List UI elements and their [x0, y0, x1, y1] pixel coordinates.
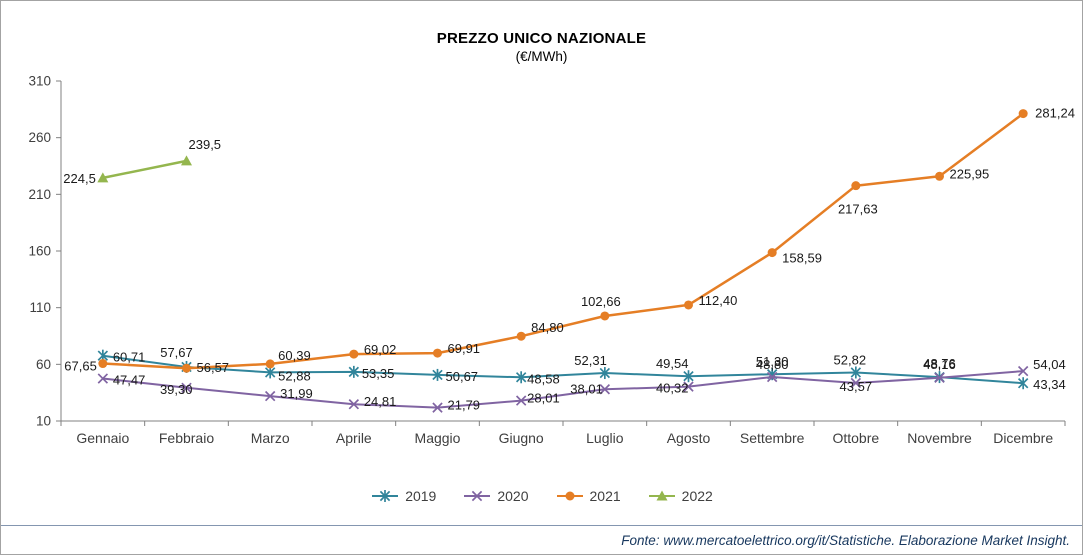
svg-text:31,99: 31,99 — [280, 386, 313, 401]
legend-key-x-icon — [464, 490, 491, 502]
svg-text:Aprile: Aprile — [336, 430, 372, 446]
svg-text:Gennaio: Gennaio — [76, 430, 129, 446]
svg-text:158,59: 158,59 — [782, 251, 822, 266]
series-2021 — [98, 109, 1028, 373]
svg-text:Dicembre: Dicembre — [993, 430, 1053, 446]
svg-text:50,67: 50,67 — [446, 369, 479, 384]
legend-key-triangle-icon — [648, 490, 675, 501]
svg-text:225,95: 225,95 — [950, 166, 990, 181]
svg-text:39,30: 39,30 — [160, 382, 193, 397]
legend-item-2022: 2022 — [647, 488, 713, 504]
svg-text:281,24: 281,24 — [1035, 106, 1075, 121]
svg-text:84,80: 84,80 — [531, 320, 564, 335]
svg-text:239,5: 239,5 — [189, 137, 222, 152]
svg-text:48,16: 48,16 — [923, 357, 956, 372]
svg-text:38,01: 38,01 — [570, 381, 603, 396]
svg-text:Marzo: Marzo — [251, 430, 290, 446]
svg-text:52,31: 52,31 — [574, 353, 607, 368]
svg-text:102,66: 102,66 — [581, 294, 621, 309]
chart-subtitle: (€/MWh) — [515, 49, 568, 64]
series-2019 — [97, 349, 1029, 390]
svg-text:69,02: 69,02 — [364, 342, 397, 357]
svg-text:54,04: 54,04 — [1033, 357, 1066, 372]
svg-text:Febbraio: Febbraio — [159, 430, 214, 446]
legend-label: 2022 — [681, 488, 713, 504]
svg-text:Ottobre: Ottobre — [832, 430, 879, 446]
svg-text:51,30: 51,30 — [756, 354, 789, 369]
svg-text:112,40: 112,40 — [699, 293, 738, 308]
axes — [56, 80, 1066, 426]
svg-text:67,65: 67,65 — [64, 359, 97, 374]
svg-text:210: 210 — [28, 187, 51, 202]
svg-text:69,91: 69,91 — [448, 341, 481, 356]
svg-text:49,54: 49,54 — [656, 356, 689, 371]
chart-title: PREZZO UNICO NAZIONALE — [436, 30, 647, 47]
svg-text:260: 260 — [28, 130, 51, 145]
svg-text:Luglio: Luglio — [586, 430, 624, 446]
data-labels: 67,65 57,67 52,88 53,35 50,67 48,58 52,31 49,54… — [63, 106, 1075, 413]
svg-text:Agosto: Agosto — [667, 430, 711, 446]
legend-item-2020: 2020 — [462, 488, 529, 504]
svg-text:48,76: 48,76 — [923, 356, 956, 371]
legend-key-circle-icon — [556, 491, 583, 501]
svg-text:Giugno: Giugno — [499, 430, 544, 446]
svg-text:10: 10 — [36, 414, 51, 429]
svg-text:21,79: 21,79 — [448, 398, 481, 413]
svg-text:48,58: 48,58 — [527, 371, 560, 386]
svg-text:56,57: 56,57 — [197, 360, 230, 375]
series-2022 — [97, 155, 192, 183]
svg-text:60,39: 60,39 — [278, 348, 311, 363]
svg-text:52,82: 52,82 — [834, 352, 867, 367]
legend-label: 2019 — [405, 488, 437, 504]
source-footer: Fonte: www.mercatoelettrico.org/it/Stati… — [1, 525, 1082, 554]
svg-text:40,32: 40,32 — [656, 381, 689, 396]
svg-text:43,34: 43,34 — [1033, 377, 1066, 392]
svg-text:52,88: 52,88 — [278, 368, 311, 383]
svg-text:Settembre: Settembre — [740, 430, 805, 446]
svg-text:310: 310 — [28, 74, 51, 89]
svg-text:110: 110 — [29, 300, 51, 315]
svg-text:24,81: 24,81 — [364, 394, 397, 409]
svg-text:60,71: 60,71 — [113, 350, 146, 365]
svg-text:57,67: 57,67 — [160, 345, 193, 360]
line-chart-canvas: 10 60 110 160 210 260 310 Gennaio Febbraio Marzo A… — [28, 74, 1075, 447]
legend-label: 2021 — [589, 488, 621, 504]
source-text: Fonte: www.mercatoelettrico.org/it/Stati… — [621, 532, 1070, 548]
legend-label: 2020 — [497, 488, 529, 504]
legend-item-2021: 2021 — [555, 488, 621, 504]
svg-text:43,57: 43,57 — [840, 379, 873, 394]
legend-key-asterisk-icon — [372, 490, 399, 502]
svg-text:28,01: 28,01 — [527, 391, 560, 406]
y-axis-labels: 10 60 110 160 210 260 310 — [28, 74, 51, 429]
svg-text:48,80: 48,80 — [756, 357, 789, 372]
svg-text:53,35: 53,35 — [362, 366, 395, 381]
svg-text:Novembre: Novembre — [907, 430, 972, 446]
legend-item-2019: 2019 — [370, 488, 436, 504]
svg-text:60: 60 — [36, 357, 51, 372]
series-2020 — [97, 365, 1029, 413]
x-axis-labels: Gennaio Febbraio Marzo Aprile Maggio Giugno Lu… — [76, 430, 1053, 446]
svg-text:Maggio: Maggio — [415, 430, 461, 446]
svg-text:160: 160 — [28, 244, 51, 259]
svg-text:47,47: 47,47 — [113, 373, 146, 388]
chart-legend: 2019 2020 2021 2022 — [1, 488, 1082, 504]
svg-text:217,63: 217,63 — [838, 202, 878, 217]
svg-text:224,5: 224,5 — [63, 171, 96, 186]
